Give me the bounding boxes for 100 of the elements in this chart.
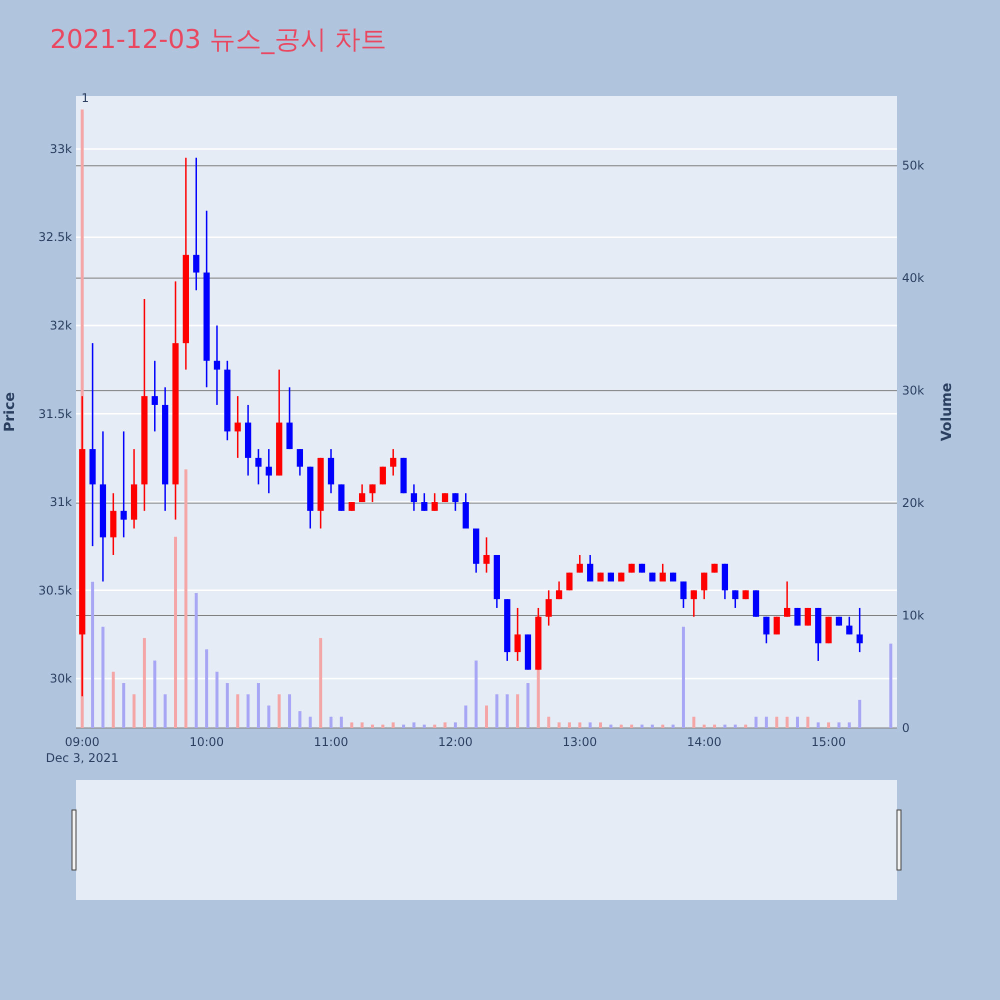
bar xyxy=(360,722,364,728)
bar xyxy=(474,660,478,728)
y2-axis-title: Volume xyxy=(939,382,955,442)
bar xyxy=(630,724,634,728)
bar xyxy=(858,700,862,728)
bar xyxy=(330,716,333,728)
bar xyxy=(526,683,530,728)
bar xyxy=(650,724,654,728)
y2-tick-label: 50k xyxy=(902,158,924,173)
bar xyxy=(350,722,354,728)
bar xyxy=(796,716,799,728)
bar xyxy=(547,716,550,728)
candlestick xyxy=(732,590,738,609)
y2-tick-label: 0 xyxy=(902,721,910,735)
candlestick xyxy=(255,448,262,486)
bar xyxy=(889,644,892,728)
candlestick xyxy=(660,563,666,582)
candlestick xyxy=(432,492,438,512)
candlestick xyxy=(152,360,158,432)
bar xyxy=(142,638,146,728)
bar xyxy=(682,626,685,728)
candlestick xyxy=(587,554,594,582)
bar xyxy=(153,660,156,728)
bar xyxy=(226,683,229,728)
bar xyxy=(454,722,457,728)
x-tick-label: 14:00 xyxy=(686,735,722,749)
bar xyxy=(174,536,178,728)
candlestick xyxy=(380,466,386,486)
candlestick xyxy=(369,484,376,503)
bar xyxy=(754,716,758,728)
bar xyxy=(112,672,115,728)
bar xyxy=(308,716,312,728)
candlestick xyxy=(514,607,521,662)
y-tick-label: 30k xyxy=(50,672,72,686)
bar xyxy=(599,722,602,728)
candlestick xyxy=(690,590,697,618)
candlestick xyxy=(266,448,272,494)
bar xyxy=(775,716,778,728)
candlestick xyxy=(193,157,200,291)
candlestick xyxy=(763,616,770,644)
bar xyxy=(827,722,830,728)
x-tick-label: 13:00 xyxy=(562,735,598,749)
annotation: 1 xyxy=(81,91,90,105)
bar xyxy=(422,724,426,728)
y-tick-label: 31k xyxy=(50,495,72,510)
candlestick xyxy=(452,492,459,512)
candlestick xyxy=(846,616,852,636)
bar xyxy=(267,706,270,728)
candlestick xyxy=(120,430,127,538)
bar xyxy=(702,724,706,728)
candlestick xyxy=(556,580,562,600)
bar xyxy=(661,724,664,728)
x-tick-label: 09:00 xyxy=(64,735,100,749)
bar xyxy=(723,724,726,728)
y-tick-label: 33k xyxy=(50,142,72,156)
chart-title: 2021-12-03 뉴스_공시 차트 xyxy=(50,25,387,55)
bar xyxy=(806,716,810,728)
y2-tick-label: 30k xyxy=(902,384,924,398)
candlestick xyxy=(784,580,790,618)
candlestick xyxy=(566,572,573,592)
candlestick xyxy=(483,536,490,574)
x-tick-label: 10:00 xyxy=(189,735,224,749)
bar xyxy=(433,724,436,728)
candlestick xyxy=(296,448,304,476)
text: Dec 3, 2021 xyxy=(46,751,119,765)
y2-tick-label: 40k xyxy=(902,271,924,286)
candlestick xyxy=(546,590,552,626)
bar xyxy=(588,722,592,728)
bar xyxy=(848,722,851,728)
bar xyxy=(640,724,644,728)
bar xyxy=(122,683,126,728)
x-tick-label: 11:00 xyxy=(314,735,348,749)
bar xyxy=(256,683,260,728)
bar xyxy=(278,694,281,728)
bar xyxy=(495,694,498,728)
bar xyxy=(392,722,395,728)
y-tick-label: 30.5k xyxy=(38,583,72,598)
candlestick xyxy=(576,554,583,574)
bar xyxy=(734,724,737,728)
bar xyxy=(609,724,612,728)
bar xyxy=(578,722,582,728)
candlestick xyxy=(680,580,687,609)
x-tick-label: 15:00 xyxy=(811,735,846,749)
candlestick xyxy=(410,484,418,512)
bar xyxy=(246,694,250,728)
bar xyxy=(506,694,509,728)
bar xyxy=(786,716,789,728)
candlestick xyxy=(856,607,863,653)
candlestick xyxy=(214,324,220,406)
bar xyxy=(692,716,696,728)
candlestick xyxy=(421,492,428,512)
bar xyxy=(184,469,188,728)
y2-tick-label: 10k xyxy=(902,608,924,623)
y-axis-title: Price xyxy=(2,392,18,432)
bar xyxy=(485,706,488,728)
bar xyxy=(381,724,384,728)
bar xyxy=(412,722,416,728)
bar xyxy=(132,694,136,728)
bar xyxy=(340,716,343,728)
candlestick xyxy=(390,448,396,476)
